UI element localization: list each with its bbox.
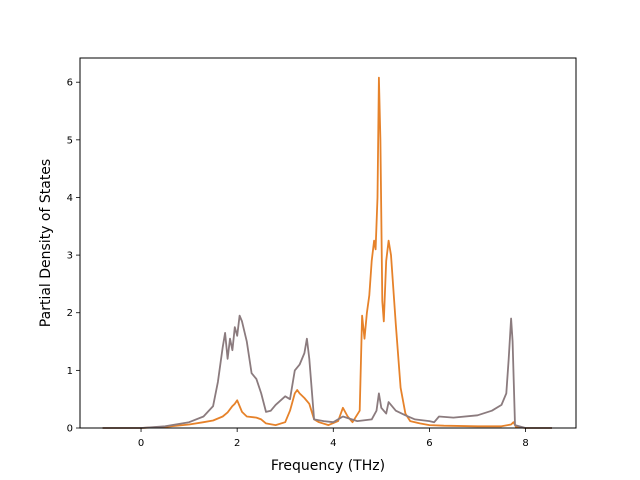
x-tick-label: 8 <box>522 438 528 449</box>
x-tick-label: 0 <box>138 438 144 449</box>
y-tick-label: 6 <box>67 78 73 89</box>
y-tick-label: 4 <box>67 193 73 204</box>
y-axis-ticks: 0 1 2 3 4 5 6 <box>67 78 80 435</box>
x-tick-label: 4 <box>330 438 336 449</box>
x-axis-label: Frequency (THz) <box>271 458 385 474</box>
y-tick-label: 3 <box>67 251 73 262</box>
y-tick-label: 5 <box>67 135 73 146</box>
x-tick-label: 6 <box>426 438 432 449</box>
x-tick-label: 2 <box>234 438 240 449</box>
y-tick-label: 1 <box>67 366 73 377</box>
x-axis-ticks: 0 2 4 6 8 <box>138 428 529 449</box>
plot-layer <box>102 76 552 429</box>
plot-frame <box>79 57 577 429</box>
y-tick-label: 2 <box>67 308 73 319</box>
y-axis-label: Partial Density of States <box>38 159 54 327</box>
y-tick-label: 0 <box>67 424 73 435</box>
series-line-2 <box>102 314 552 429</box>
